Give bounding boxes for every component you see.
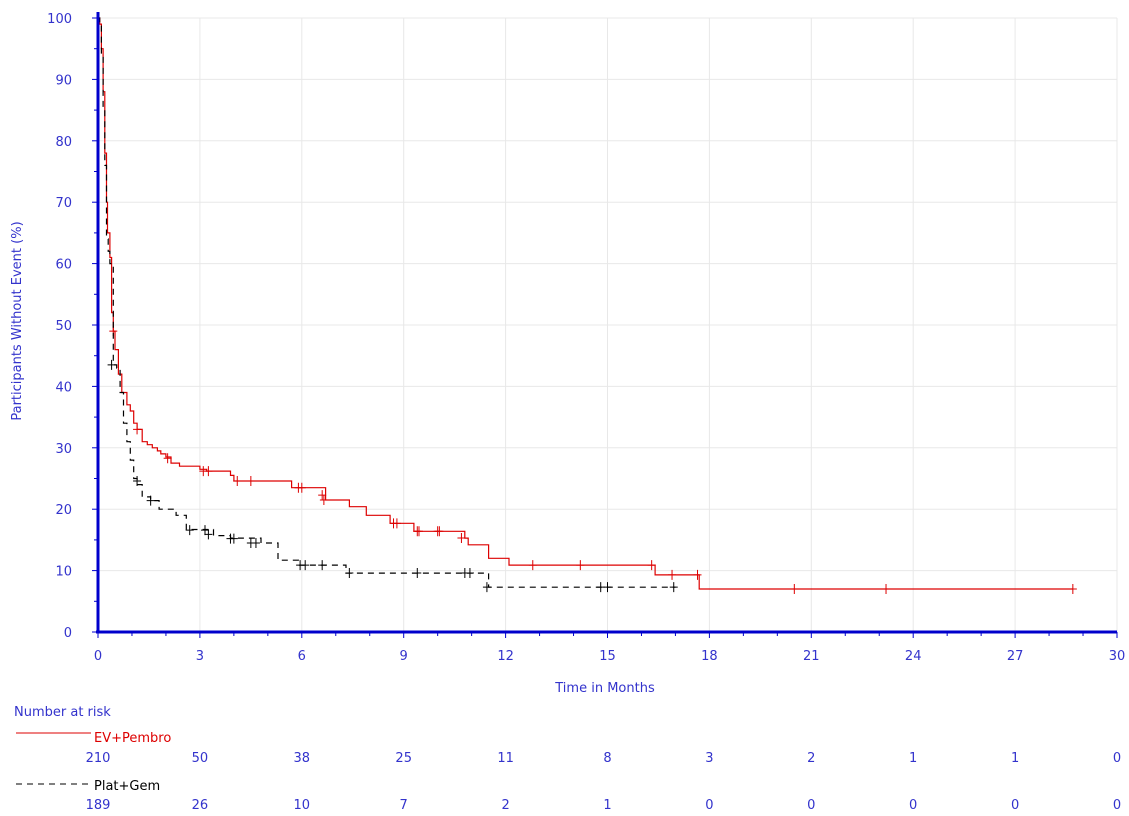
censor-mark-ev-pembro bbox=[647, 560, 656, 571]
series-group bbox=[98, 17, 1077, 595]
series-line-plat-gem bbox=[98, 17, 676, 588]
y-tick-label: 50 bbox=[55, 319, 72, 334]
grid bbox=[98, 17, 1118, 632]
risk-value: 11 bbox=[497, 751, 514, 766]
censor-mark-plat-gem bbox=[669, 582, 678, 593]
censor-mark-plat-gem bbox=[413, 568, 422, 579]
x-tick-label: 24 bbox=[905, 649, 922, 664]
risk-value: 10 bbox=[294, 798, 311, 813]
censor-mark-ev-pembro bbox=[414, 526, 423, 537]
y-tick-label: 40 bbox=[55, 380, 72, 395]
x-tick-label: 21 bbox=[803, 649, 820, 664]
y-axis-title: Participants Without Event (%) bbox=[10, 221, 25, 420]
censor-mark-plat-gem bbox=[251, 537, 260, 548]
risk-value: 0 bbox=[1113, 798, 1121, 813]
censor-mark-plat-gem bbox=[465, 568, 474, 579]
censor-mark-plat-gem bbox=[482, 582, 491, 593]
risk-value: 2 bbox=[501, 798, 509, 813]
censor-mark-ev-pembro bbox=[392, 518, 401, 529]
x-tick-label: 27 bbox=[1007, 649, 1024, 664]
risk-value: 189 bbox=[86, 798, 111, 813]
x-tick-label: 9 bbox=[400, 649, 408, 664]
y-ticks: 0 10 20 30 40 50 60 70 80 90 100 bbox=[47, 12, 98, 641]
x-tick-label: 12 bbox=[497, 649, 514, 664]
censor-mark-ev-pembro bbox=[318, 490, 327, 501]
censor-mark-ev-pembro bbox=[882, 584, 891, 595]
risk-value: 0 bbox=[1113, 751, 1121, 766]
legend-label-ev-pembro: EV+Pembro bbox=[94, 731, 171, 746]
x-axis-title: Time in Months bbox=[554, 681, 655, 696]
censor-mark-ev-pembro bbox=[133, 424, 142, 435]
x-tick-label: 18 bbox=[701, 649, 718, 664]
censor-mark-ev-pembro bbox=[163, 453, 172, 464]
x-tick-label: 6 bbox=[298, 649, 306, 664]
risk-table-title: Number at risk bbox=[14, 705, 111, 720]
censor-mark-plat-gem bbox=[345, 568, 354, 579]
censor-mark-ev-pembro bbox=[435, 526, 444, 537]
risk-value: 0 bbox=[909, 798, 917, 813]
risk-value: 0 bbox=[807, 798, 815, 813]
risk-value: 25 bbox=[395, 751, 412, 766]
y-tick-label: 0 bbox=[64, 626, 72, 641]
x-tick-label: 15 bbox=[599, 649, 616, 664]
risk-value: 0 bbox=[705, 798, 713, 813]
censor-mark-plat-gem bbox=[107, 359, 116, 370]
censor-mark-plat-gem bbox=[596, 582, 605, 593]
censor-mark-plat-gem bbox=[146, 495, 155, 506]
risk-value: 8 bbox=[603, 751, 611, 766]
x-tick-label: 0 bbox=[94, 649, 102, 664]
y-tick-label: 10 bbox=[55, 565, 72, 580]
risk-value: 1 bbox=[1011, 751, 1019, 766]
risk-table: Number at risk EV+Pembro Plat+Gem 210 50 3… bbox=[14, 705, 1121, 813]
censor-mark-plat-gem bbox=[301, 560, 310, 571]
risk-value: 1 bbox=[909, 751, 917, 766]
risk-value: 7 bbox=[400, 798, 408, 813]
censor-mark-plat-gem bbox=[204, 529, 213, 540]
censor-mark-plat-gem bbox=[603, 582, 612, 593]
censor-mark-ev-pembro bbox=[233, 475, 242, 486]
x-ticks: 0 3 6 9 12 15 18 21 24 27 30 bbox=[94, 632, 1125, 664]
censor-mark-plat-gem bbox=[229, 533, 238, 544]
y-tick-label: 20 bbox=[55, 503, 72, 518]
censor-mark-plat-gem bbox=[318, 560, 327, 571]
censor-mark-ev-pembro bbox=[246, 475, 255, 486]
censor-mark-ev-pembro bbox=[1068, 584, 1077, 595]
risk-value: 50 bbox=[192, 751, 209, 766]
censor-mark-ev-pembro bbox=[693, 569, 702, 580]
censor-mark-ev-pembro bbox=[668, 569, 677, 580]
censor-mark-plat-gem bbox=[133, 475, 142, 486]
series-line-ev-pembro bbox=[98, 17, 1073, 590]
censor-mark-plat-gem bbox=[185, 525, 194, 536]
axes bbox=[96, 12, 1117, 634]
censor-mark-ev-pembro bbox=[319, 494, 328, 505]
risk-value: 0 bbox=[1011, 798, 1019, 813]
x-tick-label: 3 bbox=[196, 649, 204, 664]
y-tick-label: 80 bbox=[55, 135, 72, 150]
y-tick-label: 60 bbox=[55, 258, 72, 273]
risk-value: 26 bbox=[192, 798, 209, 813]
censor-mark-ev-pembro bbox=[204, 466, 213, 477]
risk-value: 2 bbox=[807, 751, 815, 766]
y-tick-label: 90 bbox=[55, 73, 72, 88]
x-tick-label: 30 bbox=[1109, 649, 1126, 664]
censor-mark-ev-pembro bbox=[457, 533, 466, 544]
y-tick-label: 70 bbox=[55, 196, 72, 211]
censor-mark-plat-gem bbox=[200, 525, 209, 536]
risk-value: 3 bbox=[705, 751, 713, 766]
risk-value: 210 bbox=[86, 751, 111, 766]
censor-mark-ev-pembro bbox=[528, 560, 537, 571]
risk-value: 1 bbox=[603, 798, 611, 813]
censor-mark-ev-pembro bbox=[297, 482, 306, 493]
legend-label-plat-gem: Plat+Gem bbox=[94, 779, 160, 794]
risk-value: 38 bbox=[294, 751, 311, 766]
y-tick-label: 100 bbox=[47, 12, 72, 27]
censor-mark-ev-pembro bbox=[790, 584, 799, 595]
censor-mark-ev-pembro bbox=[576, 560, 585, 571]
y-tick-label: 30 bbox=[55, 442, 72, 457]
